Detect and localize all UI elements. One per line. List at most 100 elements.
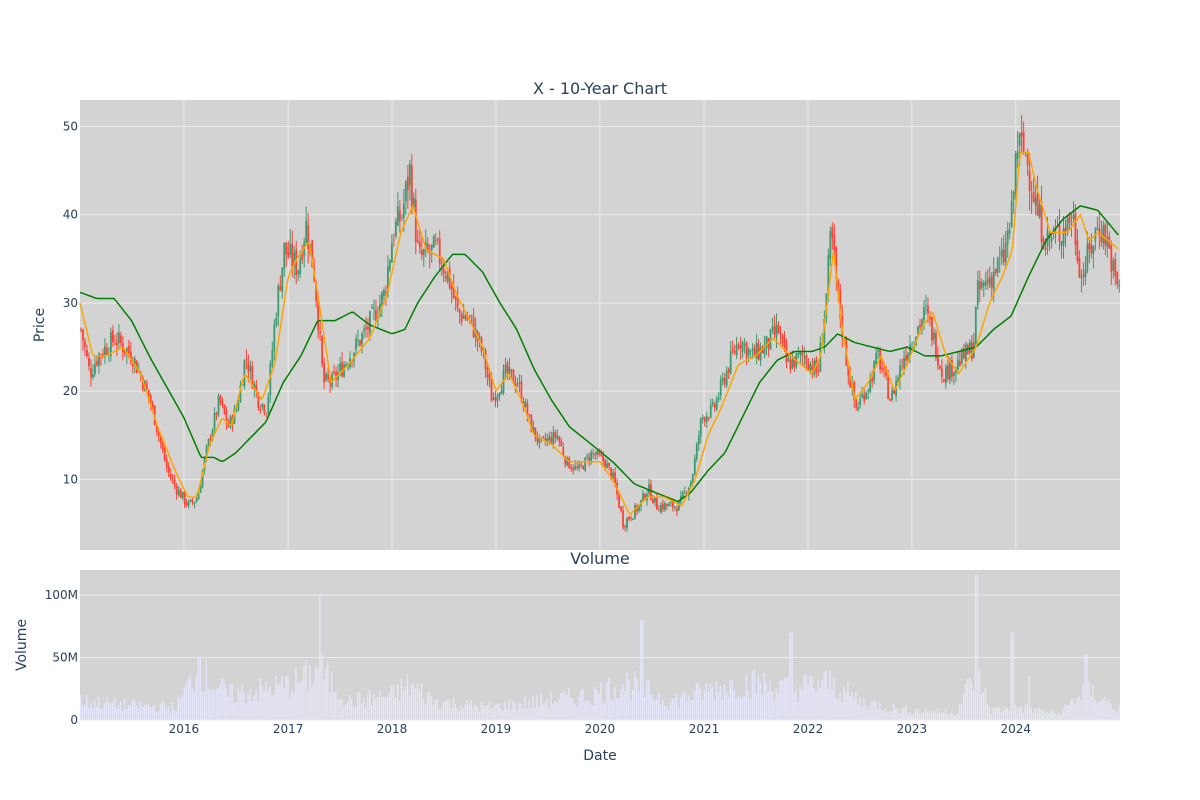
x-tick-label: 2022 xyxy=(793,722,824,736)
volume-bar xyxy=(524,696,526,720)
candle-body xyxy=(119,335,122,343)
volume-bar xyxy=(919,713,921,720)
candle-body xyxy=(980,282,983,288)
candle-body xyxy=(243,360,246,387)
volume-bar xyxy=(323,679,325,720)
candle-body xyxy=(827,254,830,296)
volume-bar xyxy=(1018,708,1021,720)
candle-body xyxy=(887,377,890,400)
volume-bar xyxy=(879,702,881,720)
volume-bar xyxy=(998,707,1001,720)
candle-body xyxy=(675,508,678,512)
volume-bar xyxy=(785,677,787,720)
volume-bar xyxy=(867,709,869,720)
volume-bar xyxy=(211,689,213,720)
volume-bar xyxy=(426,693,429,720)
volume-bar xyxy=(773,700,775,720)
volume-bar xyxy=(1016,707,1019,720)
candle-body xyxy=(1060,241,1063,247)
candle-body xyxy=(215,412,218,415)
volume-bar xyxy=(608,678,610,720)
volume-bar xyxy=(873,700,875,720)
volume-bar xyxy=(466,699,469,720)
volume-bar xyxy=(376,697,379,720)
candle-body xyxy=(422,249,425,255)
candle-body xyxy=(865,392,868,400)
candle-body xyxy=(751,348,754,351)
candle-body xyxy=(727,368,730,374)
candle-body xyxy=(111,330,114,342)
volume-bar xyxy=(777,693,779,720)
volume-bar xyxy=(845,691,847,720)
candle-body xyxy=(638,504,640,511)
volume-bar xyxy=(675,693,678,720)
volume-bar xyxy=(105,697,108,720)
volume-bar xyxy=(179,699,182,720)
candle-body xyxy=(901,365,903,367)
candle-body xyxy=(1092,245,1095,254)
volume-bar xyxy=(771,691,773,720)
volume-bar xyxy=(382,696,385,720)
volume-bar xyxy=(602,702,604,720)
candle-body xyxy=(446,271,449,282)
volume-bar xyxy=(622,684,624,720)
candle-body xyxy=(1012,192,1015,200)
volume-bar xyxy=(165,708,168,720)
candle-body xyxy=(251,366,254,389)
candle-body xyxy=(82,329,84,341)
volume-bar xyxy=(265,681,267,720)
candle-body xyxy=(1022,132,1025,152)
candle-body xyxy=(518,382,521,384)
volume-bar xyxy=(715,681,718,720)
volume-bar xyxy=(855,692,857,720)
volume-bar xyxy=(974,575,977,720)
volume-bar xyxy=(390,685,393,720)
volume-bar xyxy=(699,688,702,720)
volume-bar xyxy=(219,684,221,720)
volume-bar xyxy=(291,690,293,720)
candle-body xyxy=(88,357,90,366)
volume-bar xyxy=(341,698,343,720)
volume-bar xyxy=(532,695,534,720)
volume-bar xyxy=(153,704,156,720)
volume-bar xyxy=(1034,707,1036,720)
candle-body xyxy=(1080,276,1083,279)
volume-bar xyxy=(683,690,686,720)
candle-body xyxy=(725,370,728,386)
candle-body xyxy=(510,369,513,372)
volume-bar xyxy=(996,706,999,720)
volume-bar xyxy=(201,691,203,720)
candle-body xyxy=(741,341,744,352)
volume-bar xyxy=(681,694,684,720)
volume-bar xyxy=(578,697,580,720)
volume-bar xyxy=(966,679,969,720)
candle-body xyxy=(785,345,788,363)
volume-bar xyxy=(215,689,217,720)
candle-body xyxy=(903,358,905,368)
volume-bar xyxy=(464,703,467,720)
volume-bar xyxy=(827,689,829,720)
volume-bar xyxy=(406,674,409,720)
candle-body xyxy=(558,436,561,442)
volume-bar xyxy=(952,714,955,720)
candle-body xyxy=(113,343,116,345)
candle-body xyxy=(546,438,549,443)
candle-body xyxy=(414,199,417,243)
volume-bar xyxy=(448,700,451,720)
candle-body xyxy=(606,463,609,469)
x-tick-label: 2021 xyxy=(689,722,720,736)
volume-bar xyxy=(659,704,662,720)
candle-body xyxy=(301,254,304,260)
candle-body xyxy=(771,326,774,330)
candle-body xyxy=(151,402,154,408)
volume-bar xyxy=(739,698,742,720)
candle-body xyxy=(225,412,228,424)
candle-body xyxy=(171,478,174,480)
volume-bar xyxy=(345,704,347,720)
candle-body xyxy=(516,384,519,386)
volume-bar xyxy=(596,690,598,720)
volume-bar xyxy=(588,700,590,720)
candle-body xyxy=(775,324,778,337)
volume-bar xyxy=(488,702,490,720)
candle-body xyxy=(388,260,391,270)
